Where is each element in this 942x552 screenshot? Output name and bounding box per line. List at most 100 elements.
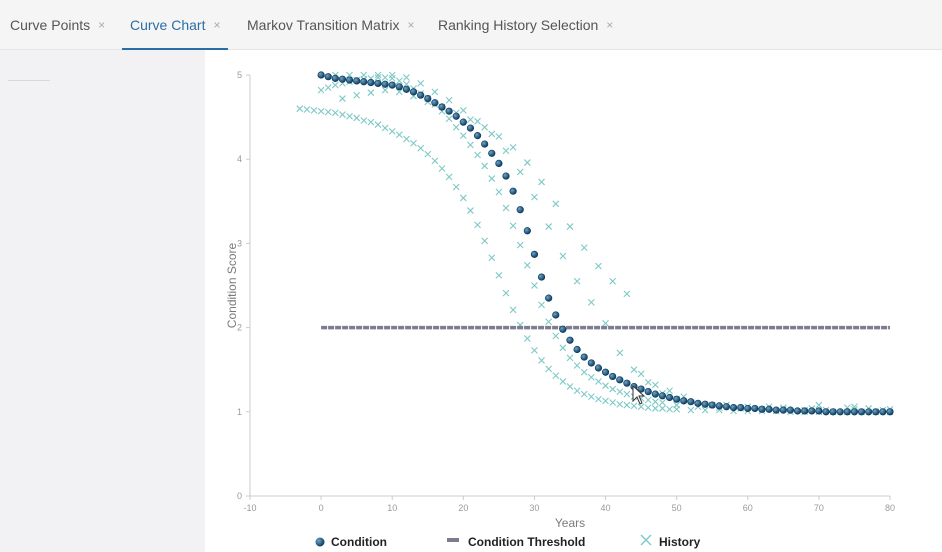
history-point <box>445 173 453 181</box>
history-point <box>523 335 531 342</box>
close-icon[interactable]: × <box>606 18 614 32</box>
condition-point <box>637 385 645 393</box>
condition-point <box>552 311 560 319</box>
history-point <box>331 81 339 89</box>
history-point <box>317 107 325 115</box>
history-point <box>545 223 553 230</box>
history-point <box>445 96 453 104</box>
condition-point <box>523 227 531 235</box>
condition-point <box>658 392 667 400</box>
tab-ranking-history-selection[interactable]: Ranking History Selection × <box>438 0 613 50</box>
history-point <box>452 183 460 191</box>
history-point <box>502 289 510 297</box>
history-point <box>538 301 545 309</box>
history-point <box>481 162 489 170</box>
history-point <box>545 318 553 326</box>
history-point <box>374 121 382 129</box>
condition-point <box>801 407 809 415</box>
history-point <box>701 406 709 414</box>
divider <box>8 80 50 81</box>
close-icon[interactable]: × <box>98 18 106 32</box>
history-point <box>509 144 517 151</box>
condition-point <box>580 353 588 361</box>
x-axis-title: Years <box>555 516 585 530</box>
history-point <box>388 74 396 82</box>
history-point <box>531 282 538 289</box>
condition-point <box>409 88 418 96</box>
condition-point <box>865 408 873 416</box>
close-icon[interactable]: × <box>407 18 415 32</box>
history-point <box>687 406 695 414</box>
condition-point <box>808 407 816 415</box>
condition-point <box>417 91 425 99</box>
condition-point <box>879 408 887 416</box>
history-point <box>467 116 474 124</box>
history-point <box>502 147 510 155</box>
condition-point <box>395 83 403 91</box>
history-point <box>616 349 624 357</box>
legend-history-label: History <box>659 535 701 549</box>
condition-point <box>360 78 368 86</box>
condition-point <box>715 402 723 410</box>
legend-threshold-label: Condition Threshold <box>468 535 585 549</box>
condition-point <box>473 132 482 140</box>
tab-curve-chart[interactable]: Curve Chart × <box>121 0 230 51</box>
condition-point <box>338 75 347 83</box>
condition-point <box>751 404 759 413</box>
history-point <box>637 370 645 378</box>
condition-point <box>687 398 695 406</box>
condition-point <box>872 408 880 416</box>
history-point <box>374 71 382 79</box>
x-tick-label: 70 <box>814 503 824 513</box>
history-point <box>509 306 517 314</box>
history-point <box>509 222 517 230</box>
history-point <box>310 106 318 114</box>
history-point <box>381 86 389 94</box>
condition-point <box>374 79 382 88</box>
condition-point <box>594 364 603 372</box>
history-point <box>623 390 631 398</box>
history-point <box>395 88 403 96</box>
history-point <box>595 378 602 385</box>
history-point <box>644 378 652 386</box>
close-icon[interactable]: × <box>213 18 221 32</box>
history-point <box>481 237 489 245</box>
history-point <box>459 106 467 114</box>
condition-point <box>779 406 787 414</box>
x-tick-label: 50 <box>672 503 682 513</box>
history-point <box>431 157 439 165</box>
condition-point <box>680 397 688 405</box>
condition-point <box>388 81 396 89</box>
x-tick-label: 0 <box>319 503 324 513</box>
condition-point <box>431 99 439 107</box>
history-point <box>538 178 545 186</box>
history-point <box>488 130 496 138</box>
condition-point <box>509 187 517 195</box>
history-point <box>339 111 346 118</box>
curve-chart-panel: -10 0 10 20 30 40 50 60 70 80 0 1 2 3 4 5 Years Condition… <box>205 50 942 552</box>
history-point <box>595 395 602 403</box>
tab-markov-transition-matrix[interactable]: Markov Transition Matrix × <box>247 0 415 50</box>
tab-curve-points[interactable]: Curve Points × <box>10 0 105 50</box>
condition-point <box>381 80 389 88</box>
condition-point <box>829 408 837 416</box>
x-tick-label: 60 <box>743 503 753 513</box>
condition-point <box>758 405 766 413</box>
condition-point <box>673 395 681 403</box>
condition-point <box>317 71 325 79</box>
history-point <box>673 401 681 409</box>
history-point <box>587 298 595 306</box>
tab-label: Curve Chart <box>130 17 206 33</box>
history-point <box>431 88 439 96</box>
condition-point <box>587 359 595 367</box>
history-point <box>523 159 531 166</box>
history-point <box>609 399 617 406</box>
history-point <box>403 74 410 81</box>
legend-condition-marker <box>315 537 325 547</box>
condition-point <box>822 408 830 416</box>
history-point <box>317 86 325 94</box>
history-point <box>395 77 403 85</box>
history-point <box>566 354 574 362</box>
history-point <box>602 397 609 405</box>
condition-point <box>402 85 411 93</box>
